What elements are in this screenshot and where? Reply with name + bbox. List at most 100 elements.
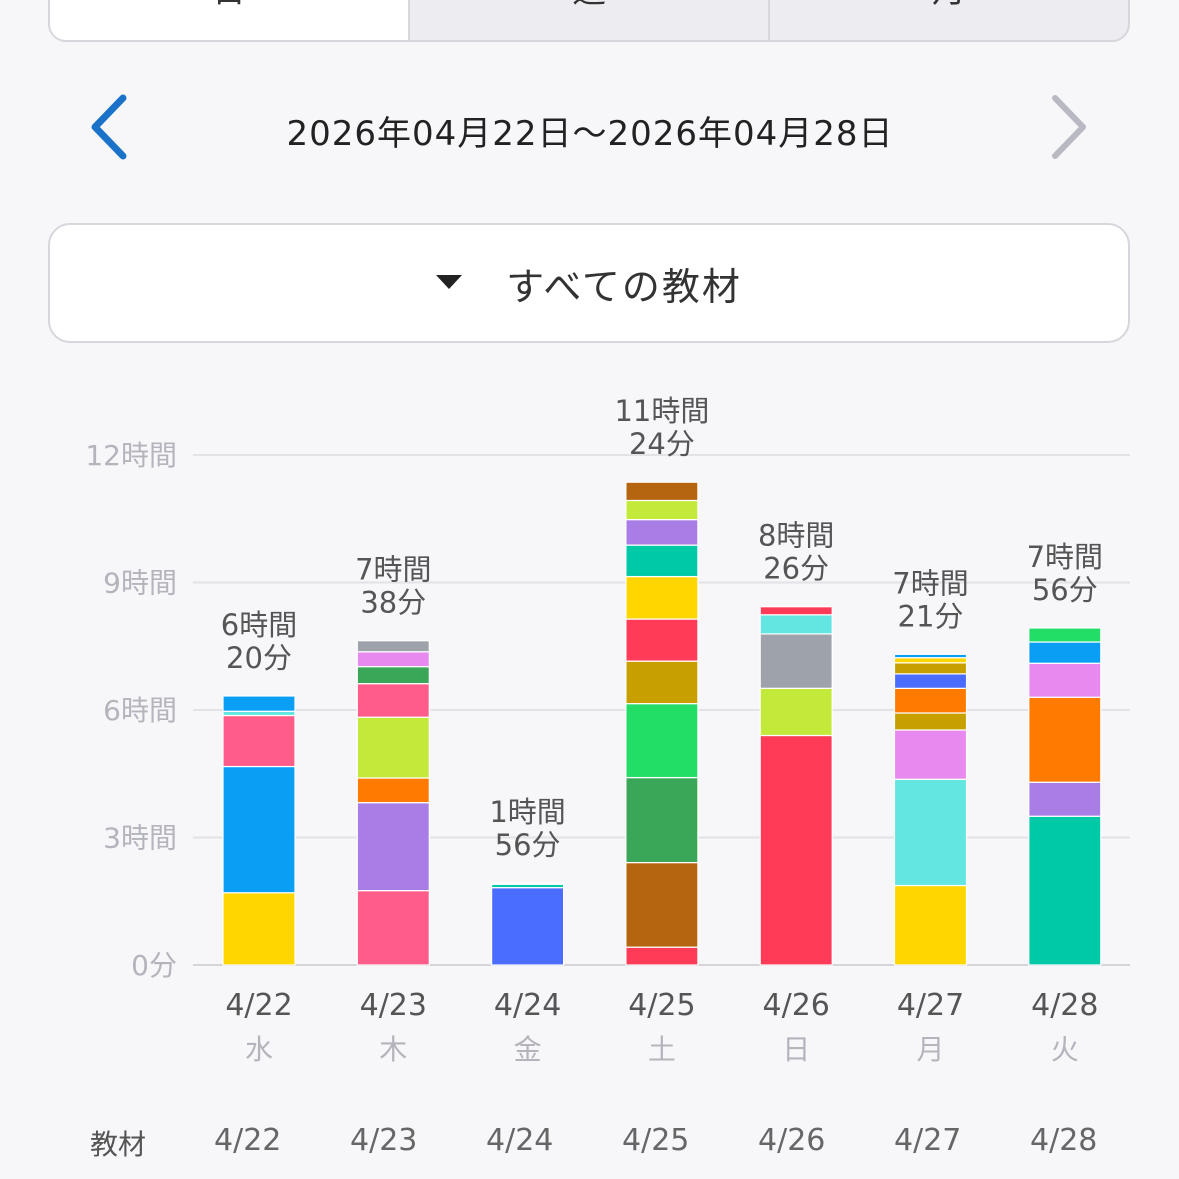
bar-segment [625,776,699,864]
bar-segment [356,666,430,685]
tab-day[interactable]: 日 [50,0,408,40]
bar-segment [356,802,430,892]
bar-segment [625,660,699,705]
bar-segment [893,673,968,689]
daily-total-label: 26分 [763,552,829,586]
x-axis-date-label: 4/25 [628,988,695,1023]
previous-period-button[interactable] [74,92,144,162]
study-time-stacked-bar-chart: 0分3時間6時間9時間12時間6時間20分4/22水7時間38分4/23木1時間… [85,394,1130,1066]
column-date: 4/24 [486,1123,554,1158]
bar-segment [893,884,968,966]
x-axis-weekday-label: 土 [648,1033,676,1066]
bar-segment [356,777,430,804]
x-axis-weekday-label: 水 [245,1033,273,1066]
bar-segment [759,687,833,737]
bar-segment [1028,815,1102,966]
x-axis-date-label: 4/23 [360,988,427,1023]
daily-total-label: 11時間 [614,394,709,428]
x-axis-date-label: 4/24 [494,988,561,1023]
daily-total-label: 24分 [629,427,695,461]
tab-week[interactable]: 週 [408,0,768,40]
tab-month[interactable]: 月 [768,0,1128,40]
bar-segment [222,714,296,768]
bar-segment [222,765,296,894]
bar-segment [1028,627,1102,643]
bar-segment [1028,696,1102,783]
y-tick-label: 3時間 [103,822,177,855]
bar-segment [356,683,430,718]
bar-segment [222,695,296,712]
y-tick-label: 12時間 [85,439,177,472]
bar-segment [759,633,833,689]
daily-total-label: 7時間 [892,566,968,600]
column-date: 4/26 [758,1123,826,1158]
bar-segment [893,653,968,659]
daily-total-label: 8時間 [758,519,834,553]
y-tick-label: 9時間 [103,567,177,600]
bar-segment [222,710,296,717]
bar-segment [625,519,699,546]
daily-total-label: 6時間 [221,608,297,642]
y-tick-label: 6時間 [103,694,177,727]
x-axis-weekday-label: 火 [1051,1033,1079,1066]
bar-segment [625,575,699,620]
material-column-header: 教材 [90,1128,147,1161]
bar-segment [625,703,699,779]
caret-down-icon [436,275,463,291]
bar-segment [625,544,699,578]
x-axis-weekday-label: 月 [916,1033,944,1066]
bar-segment [893,687,968,714]
material-filter-dropdown[interactable]: すべての教材 [48,223,1130,343]
bar-segment [893,712,968,731]
daily-total-label: 7時間 [1027,540,1103,574]
x-axis-date-label: 4/22 [225,988,292,1023]
column-date: 4/23 [350,1123,418,1158]
x-axis-date-label: 4/27 [897,988,964,1023]
daily-total-label: 56分 [495,828,561,862]
bar-segment [625,946,699,966]
chevron-left-icon [91,94,127,160]
daily-total-label: 21分 [898,599,964,633]
bar-segment [893,778,968,887]
next-period-button[interactable] [1034,92,1104,162]
column-date: 4/25 [622,1123,690,1158]
daily-total-label: 1時間 [489,795,565,829]
bar-segment [1028,781,1102,817]
period-segmented-control: 日 週 月 [48,0,1130,42]
chevron-right-icon [1052,95,1086,159]
daily-total-label: 38分 [360,586,426,620]
bar-segment [893,662,968,675]
x-axis-weekday-label: 木 [379,1033,407,1066]
daily-total-label: 20分 [226,641,292,675]
column-date: 4/27 [894,1123,962,1158]
bar-segment [356,890,430,966]
bar-segment [356,716,430,779]
bar-segment [893,657,968,664]
bar-segment [759,734,833,966]
bar-segment [222,892,296,966]
bar-segment [893,729,968,780]
bar-segment [625,499,699,521]
x-axis-date-label: 4/28 [1031,988,1098,1023]
bar-segment [491,882,565,885]
daily-total-label: 7時間 [355,553,431,587]
bar-segment [625,618,699,662]
bar-segment [356,651,430,668]
bar-segment [356,640,430,653]
bar-segment [625,861,699,948]
bar-segment [625,481,699,502]
x-axis-date-label: 4/26 [763,988,830,1023]
x-axis-weekday-label: 金 [514,1033,542,1066]
column-date: 4/22 [214,1123,282,1158]
column-date: 4/28 [1030,1123,1098,1158]
bar-segment [759,606,833,616]
date-range-label: 2026年04月22日〜2026年04月28日 [286,114,894,154]
material-filter-label: すべての教材 [506,264,742,309]
bar-segment [1028,641,1102,664]
bar-segment [491,887,565,966]
daily-total-label: 56分 [1032,573,1098,607]
y-tick-label: 0分 [131,949,177,982]
x-axis-weekday-label: 日 [782,1033,810,1066]
bar-segment [759,614,833,635]
material-table-header-row: 教材 4/22 4/23 4/24 4/25 4/26 4/27 4/28 [0,1115,1179,1175]
